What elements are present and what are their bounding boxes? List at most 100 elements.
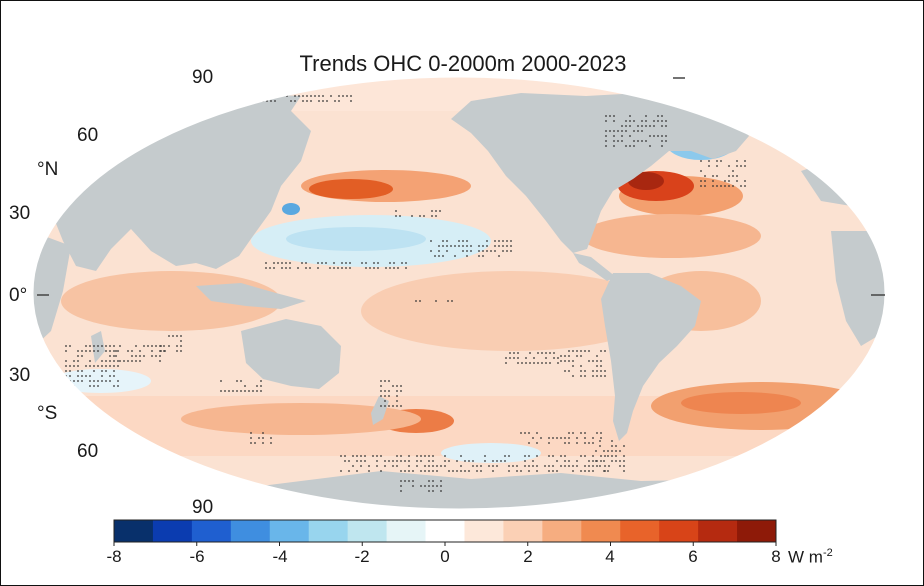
stipple-dot: [294, 100, 296, 102]
stipple-dot: [164, 117, 166, 119]
stipple-dot: [416, 455, 418, 457]
stipple-dot: [516, 470, 518, 472]
stipple-dot: [492, 465, 494, 467]
stipple-dot: [260, 385, 262, 387]
stipple-dot: [621, 125, 623, 127]
stipple-dot: [408, 460, 410, 462]
stipple-dot: [629, 125, 631, 127]
stipple-dot: [340, 455, 342, 457]
stipple-dot: [468, 470, 470, 472]
stipple-dot: [113, 355, 115, 357]
stipple-dot: [704, 185, 706, 187]
stipple-dot: [131, 355, 133, 357]
stipple-dot: [482, 250, 484, 252]
lat-label-n30: 30: [9, 203, 31, 224]
stipple-dot: [350, 95, 352, 97]
stipple-dot: [302, 100, 304, 102]
stipple-dot: [528, 432, 530, 434]
colorbar-swatch: [698, 520, 738, 542]
stipple-dot: [712, 175, 714, 177]
colorbar-swatch: [542, 520, 582, 542]
stipple-dot: [356, 470, 358, 472]
stipple-dot: [665, 135, 667, 137]
stipple-dot: [439, 210, 441, 212]
colorbar-label: 2: [523, 547, 533, 566]
stipple-dot: [384, 460, 386, 462]
stipple-dot: [400, 455, 402, 457]
stipple-dot: [434, 255, 436, 257]
gulf-stream-peak: [628, 172, 664, 190]
stipple-dot: [159, 360, 161, 362]
stipple-dot: [560, 355, 562, 357]
stipple-dot: [228, 390, 230, 392]
stipple-dot: [600, 437, 602, 439]
stipple-dot: [584, 470, 586, 472]
stipple-dot: [172, 122, 174, 124]
stipple-dot: [615, 455, 617, 457]
stipple-dot: [285, 262, 287, 264]
stipple-dot: [600, 350, 602, 352]
stipple-dot: [180, 345, 182, 347]
stipple-dot: [649, 135, 651, 137]
stipple-dot: [101, 375, 103, 377]
lat-label-s90: 90: [192, 497, 214, 518]
stipple-dot: [377, 267, 379, 269]
stipple-dot: [388, 395, 390, 397]
stipple-dot: [629, 115, 631, 117]
stipple-dot: [333, 262, 335, 264]
stipple-dot: [564, 442, 566, 444]
stipple-dot: [344, 455, 346, 457]
stipple-dot: [520, 432, 522, 434]
stipple-dot: [509, 357, 511, 359]
stipple-dot: [420, 485, 422, 487]
stipple-dot: [572, 360, 574, 362]
stipple-dot: [466, 255, 468, 257]
stipple-dot: [462, 245, 464, 247]
stipple-dot: [584, 442, 586, 444]
stipple-dot: [373, 267, 375, 269]
stipple-dot: [553, 352, 555, 354]
stipple-dot: [564, 455, 566, 457]
stipple-dot: [661, 145, 663, 147]
stipple-dot: [716, 185, 718, 187]
stipple-dot: [588, 350, 590, 352]
stipple-dot: [568, 442, 570, 444]
stipple-dot: [69, 345, 71, 347]
stipple-dot: [592, 442, 594, 444]
stipple-dot: [596, 375, 598, 377]
stipple-dot: [560, 437, 562, 439]
colorbar-label: 6: [688, 547, 698, 566]
stipple-dot: [608, 465, 610, 467]
stipple-dot: [513, 357, 515, 359]
colorbar-swatch: [152, 520, 193, 542]
stipple-dot: [661, 115, 663, 117]
stipple-dot: [89, 360, 91, 362]
stipple-dot: [400, 485, 402, 487]
stipple-dot: [424, 485, 426, 487]
stipple-dot: [85, 365, 87, 367]
stipple-dot: [576, 350, 578, 352]
stipple-dot: [454, 255, 456, 257]
stipple-dot: [408, 465, 410, 467]
stipple-dot: [584, 350, 586, 352]
stipple-dot: [611, 450, 613, 452]
stipple-dot: [431, 210, 433, 212]
stipple-dot: [105, 350, 107, 352]
stipple-dot: [645, 140, 647, 142]
stipple-dot: [436, 485, 438, 487]
stipple-dot: [388, 405, 390, 407]
stipple-dot: [446, 245, 448, 247]
stipple-dot: [420, 455, 422, 457]
lat-label-n60: 60: [77, 125, 99, 146]
stipple-dot: [572, 365, 574, 367]
stipple-dot: [168, 345, 170, 347]
stipple-dot: [728, 165, 730, 167]
stipple-dot: [395, 210, 397, 212]
stipple-dot: [557, 362, 559, 364]
stipple-dot: [462, 250, 464, 252]
lat-label-n-unit: °N: [37, 159, 59, 180]
stipple-dot: [172, 335, 174, 337]
stipple-dot: [345, 262, 347, 264]
stipple-dot: [260, 380, 262, 382]
stipple-dot: [732, 170, 734, 172]
